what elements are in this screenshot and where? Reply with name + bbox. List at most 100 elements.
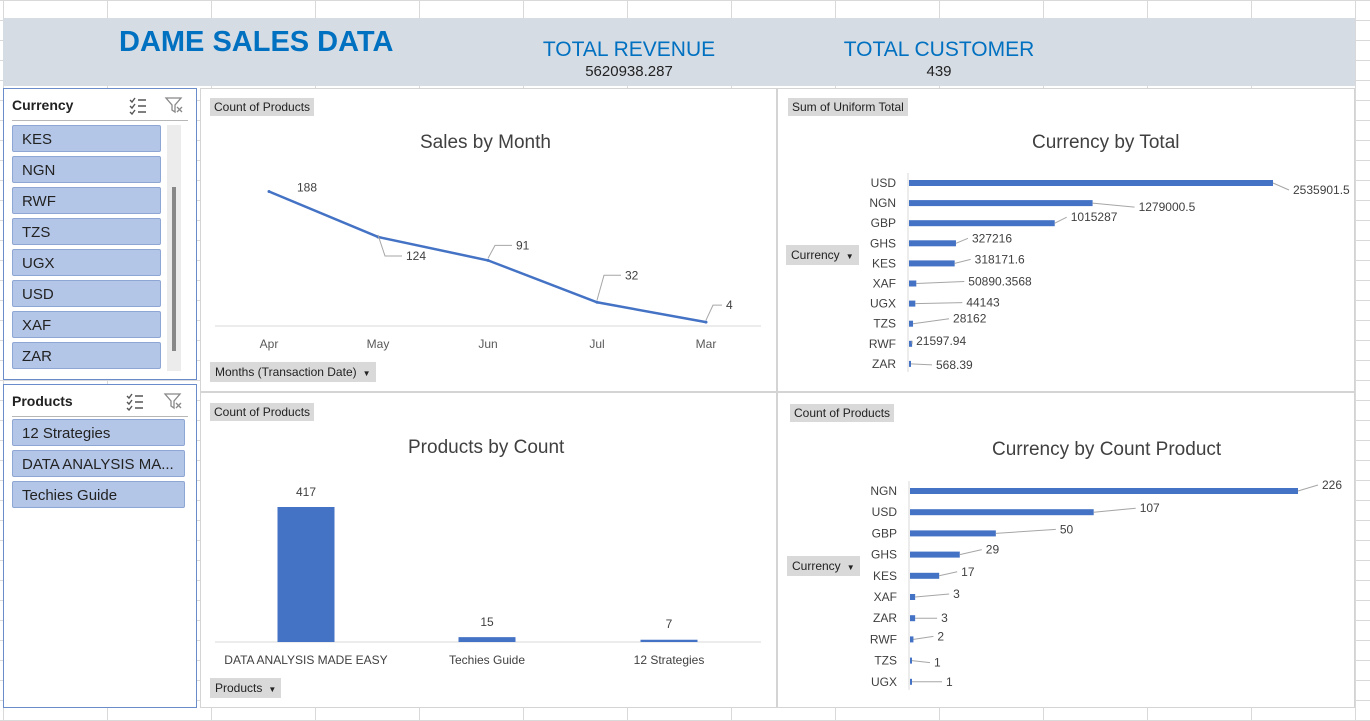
bar [910,657,912,664]
dropdown-arrow-icon: ▼ [846,563,855,572]
bar [910,636,914,643]
multi-select-icon[interactable] [128,95,148,115]
slicer-item[interactable]: USD [12,280,161,307]
currency-slicer-title: Currency [12,97,74,113]
series-line [268,190,707,324]
bar [910,551,960,558]
y-tick-label: ZAR [872,357,896,371]
data-label-leader [911,660,931,664]
slicer-scrollbar[interactable] [167,125,181,371]
y-tick-label: USD [871,176,897,190]
sales-by-month-panel: Count of Products Sales by Month 188 Apr 1… [200,88,777,392]
y-tick-label: NGN [869,196,896,210]
currency-slicer: Currency KES NGN RWF TZS UGX USD XAF ZAR [3,88,197,380]
bar [909,260,955,267]
currency-by-total-panel: Sum of Uniform Total Currency by Total C… [777,88,1355,392]
y-tick-label: RWF [869,337,896,351]
field-tag[interactable]: Count of Products [210,98,315,116]
currency-by-count-chart: NGN 226 USD 107 GBP 50 GHS 29 KES 17 XAF 3 ZAR 3 RWF 2 T… [870,478,1342,690]
data-label: 29 [986,543,1000,557]
products-slicer-title: Products [12,393,73,409]
data-label: 3 [941,611,948,625]
field-tag[interactable]: Sum of Uniform Total [788,98,908,116]
x-tick-label: Mar [696,337,717,351]
clear-filter-icon[interactable] [164,95,184,115]
bar [909,200,1093,207]
data-label: 568.39 [936,358,973,372]
bar [909,180,1273,186]
currency-by-count-panel: Count of Products Currency by Count Prod… [777,392,1355,708]
data-point [595,300,599,304]
data-label-leader [1092,202,1135,208]
data-point [704,320,708,324]
clear-filter-icon[interactable] [163,391,183,411]
data-label: 417 [296,485,316,499]
currency-axis-button[interactable]: Currency ▼ [786,245,859,265]
y-tick-label: TZS [873,317,896,331]
currency-axis-button[interactable]: Currency ▼ [787,556,860,576]
months-axis-button[interactable]: Months (Transaction Date) ▼ [210,362,376,382]
y-tick-label: KES [872,256,896,270]
data-label: 226 [1322,478,1342,492]
data-label: 1279000.5 [1139,200,1196,214]
total-customer-label: TOTAL CUSTOMER [843,38,1035,61]
field-tag[interactable]: Count of Products [210,403,315,421]
slicer-item[interactable]: DATA ANALYSIS MA... [12,450,185,477]
data-point [267,190,271,194]
multi-select-icon[interactable] [125,391,145,411]
data-label-leader [955,237,969,244]
data-label: 1 [934,656,941,670]
slicer-item[interactable]: RWF [12,187,161,214]
total-customer-value: 439 [926,63,952,80]
data-label-leader [913,635,934,640]
y-tick-label: UGX [870,297,896,311]
slicer-item[interactable]: TZS [12,218,161,245]
slicer-item[interactable]: UGX [12,249,161,276]
dropdown-arrow-icon: ▼ [362,369,371,378]
bar [910,530,996,537]
data-label-leader [959,549,982,556]
bar [910,678,912,685]
data-label: 1 [946,675,953,689]
slicer-item[interactable]: 12 Strategies [12,419,185,446]
data-label: 124 [406,249,426,263]
data-label-leader [912,318,950,325]
field-tag[interactable]: Count of Products [790,404,895,422]
data-label-leader [916,281,965,284]
products-slicer: Products 12 Strategies DATA ANALYSIS MA..… [3,384,197,708]
data-label-leader [377,234,402,257]
y-tick-label: NGN [870,484,897,498]
bar [910,594,916,600]
data-label-leader [954,258,971,264]
data-label: 188 [297,181,317,195]
data-label-leader [1297,484,1319,492]
data-label: 17 [961,565,975,579]
currency-axis-label: Currency [792,559,841,573]
data-label: 318171.6 [975,252,1025,266]
data-label: 107 [1140,501,1160,515]
y-tick-label: GHS [871,548,897,562]
chart-title: Currency by Count Product [992,439,1222,460]
bar [909,240,956,247]
slicer-item[interactable]: ZAR [12,342,161,369]
products-axis-label: Products [215,681,263,695]
data-label: 3 [953,587,960,601]
slicer-item[interactable]: XAF [12,311,161,338]
y-tick-label: RWF [870,632,897,646]
slicer-item[interactable]: KES [12,125,161,152]
y-tick-label: GHS [870,236,896,250]
products-axis-button[interactable]: Products ▼ [210,678,282,698]
slicer-item[interactable]: Techies Guide [12,481,185,508]
data-label-leader [910,363,933,366]
data-label-leader [1054,216,1067,224]
chart-title: Products by Count [408,437,565,458]
bar [910,488,1298,494]
data-label: 327216 [972,231,1012,245]
scrollbar-thumb[interactable] [172,187,176,351]
y-tick-label: UGX [871,675,897,689]
x-tick-label: Jun [478,337,497,351]
y-tick-label: TZS [874,654,897,668]
slicer-item[interactable]: NGN [12,156,161,183]
data-point [486,258,490,262]
y-tick-label: XAF [873,277,896,291]
